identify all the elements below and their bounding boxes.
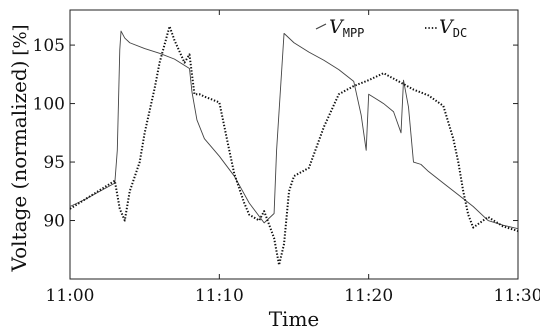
legend-label-dc-main: V (439, 16, 455, 38)
x-axis-title: Time (269, 307, 320, 331)
legend-swatch-mpp (315, 23, 327, 30)
y-tick-label-1: 95 (43, 153, 65, 173)
x-tick-label-2: 11:20 (344, 286, 393, 306)
plot-frame (69, 9, 519, 280)
series-lines (69, 25, 519, 266)
legend-label-mpp: VMPP (329, 16, 364, 40)
y-axis-title: Voltage (normalized) (7, 61, 31, 273)
series-line-mpp (69, 30, 519, 230)
y-tick-label-0: 90 (43, 212, 65, 232)
legend-label-dc-sub: DC (453, 26, 467, 40)
series-line-dc (69, 25, 519, 266)
y-tick-label-3: 105 (33, 36, 65, 56)
y-tick-label-2: 100 (33, 95, 65, 115)
x-tick-label-1: 11:10 (195, 286, 244, 306)
y-axis-unit: [%] (10, 24, 31, 55)
x-tick-label-3: 11:30 (494, 286, 540, 306)
axis-ticks: 11:00 11:10 11:20 11:30 90 95 100 105 (33, 10, 540, 306)
legend: VMPP VDC (315, 16, 467, 40)
legend-label-mpp-sub: MPP (343, 26, 365, 40)
x-tick-label-0: 11:00 (46, 286, 95, 306)
legend-label-dc: VDC (439, 16, 467, 40)
legend-label-mpp-main: V (329, 16, 345, 38)
